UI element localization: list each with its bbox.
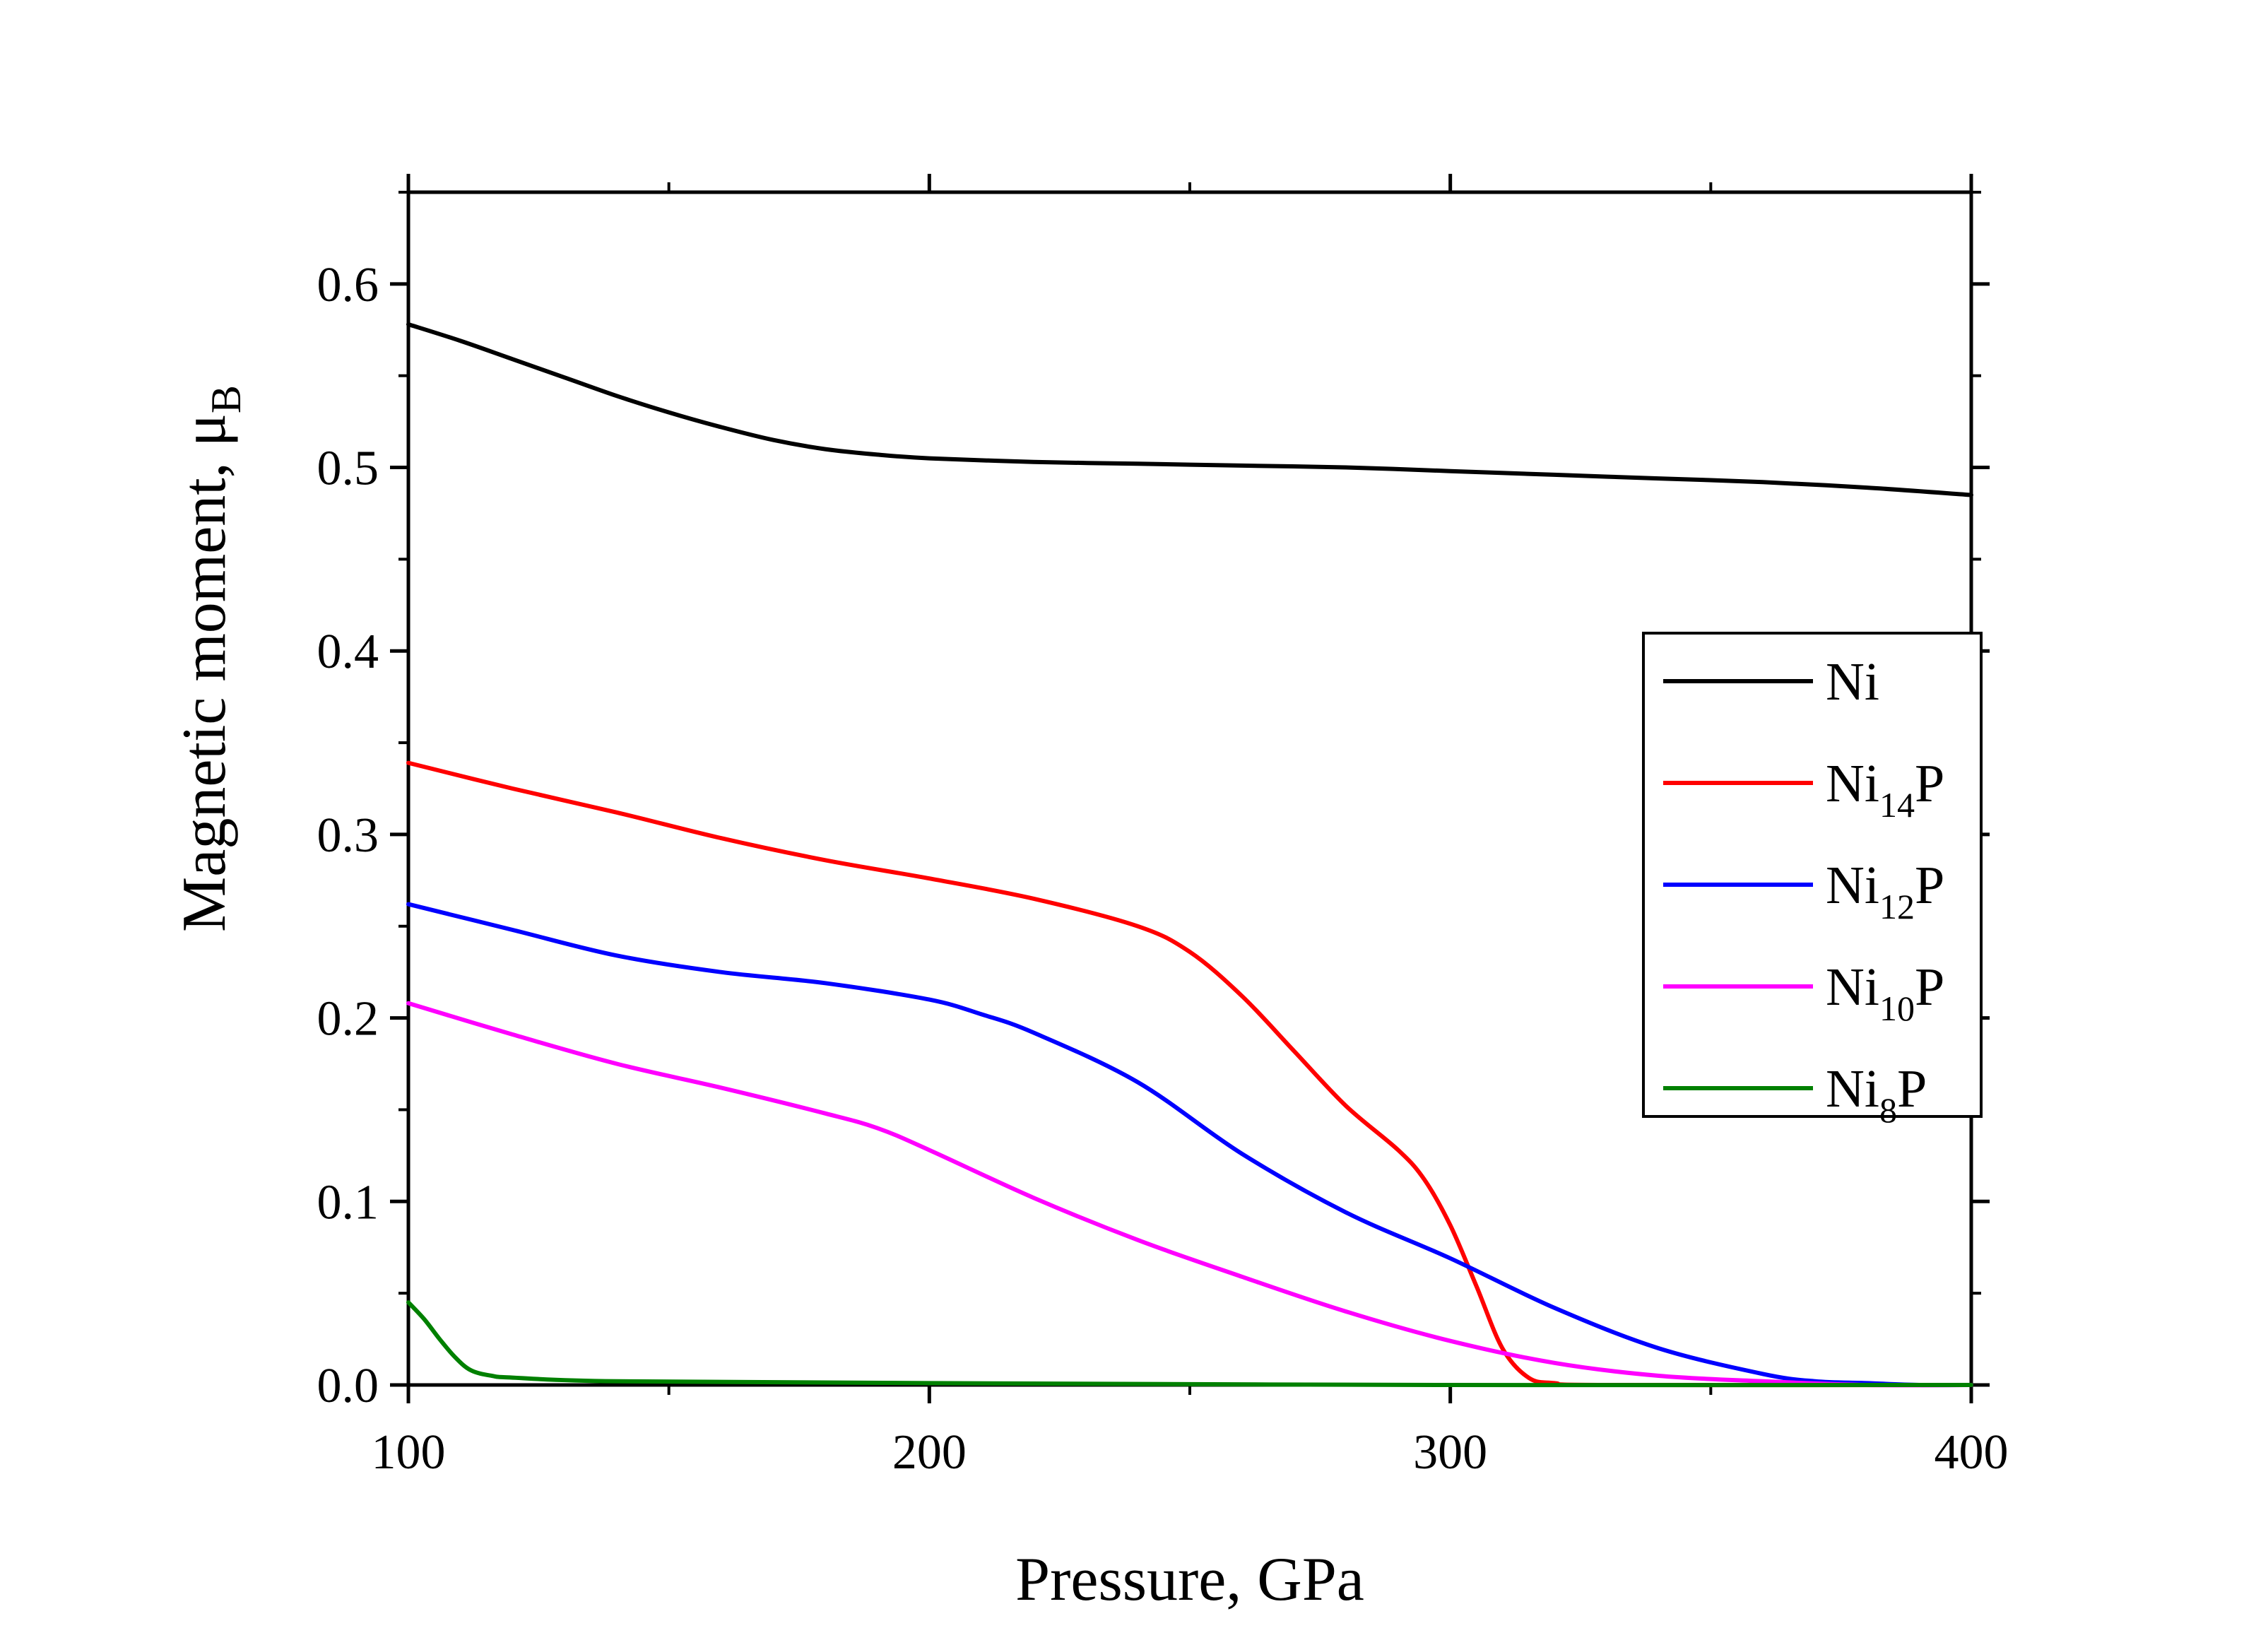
x-tick-label: 200 [892, 1425, 967, 1480]
y-tick-label: 0.3 [317, 808, 379, 863]
y-tick-label: 0.1 [317, 1175, 379, 1230]
legend-label: Ni [1826, 652, 1879, 712]
legend: Ni Ni14P Ni12P Ni10P Ni8P [1642, 632, 1983, 1130]
y-tick-label: 0.2 [317, 992, 379, 1046]
y-axis-title-subscript: B [203, 385, 249, 413]
y-tick-label: 0.5 [317, 442, 379, 496]
series-line-0 [406, 322, 1973, 497]
series-line-2 [406, 902, 1973, 1388]
legend-label: Ni8P [1826, 1059, 1927, 1130]
x-tick-label: 100 [372, 1425, 446, 1480]
legend-label: Ni14P [1826, 754, 1944, 825]
y-tick-label: 0.4 [317, 625, 379, 679]
axis-tick-labels: 100 200 300 400 0.0 0.1 0.2 0.3 0.4 0.5 0.6 [317, 258, 2009, 1480]
series-line-4 [406, 1300, 1973, 1388]
y-axis-title-text: Magnetic moment, μ [170, 413, 239, 932]
x-tick-label: 300 [1413, 1425, 1487, 1480]
x-axis-title: Pressure, GPa [1015, 1545, 1364, 1614]
series-line-1 [406, 760, 1973, 1388]
y-tick-label: 0.6 [317, 258, 379, 312]
x-tick-label: 400 [1935, 1425, 2009, 1480]
y-axis-title: Magnetic moment, μB [170, 385, 249, 932]
y-tick-label: 0.0 [317, 1359, 379, 1413]
legend-label: Ni10P [1826, 957, 1944, 1028]
legend-box [1642, 632, 1983, 1118]
series-lines [406, 322, 1973, 1388]
legend-label: Ni12P [1826, 856, 1944, 926]
series-line-3 [406, 1001, 1973, 1388]
